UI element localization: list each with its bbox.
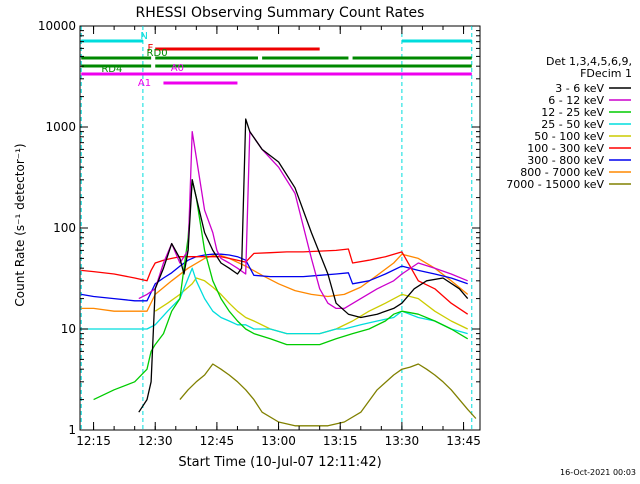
legend-title-0: Det 1,3,4,5,6,9, bbox=[546, 55, 632, 68]
series-line-0 bbox=[138, 118, 469, 413]
y-tick-label-3: 1000 bbox=[45, 120, 76, 134]
legend-label-8: 7000 - 15000 keV bbox=[506, 178, 604, 191]
series-line-3 bbox=[81, 267, 468, 335]
attenuator-label-0: N bbox=[140, 31, 147, 42]
timestamp: 16-Oct-2021 00:03 bbox=[560, 468, 636, 477]
legend-label-0: 3 - 6 keV bbox=[555, 82, 604, 95]
chart-title: RHESSI Observing Summary Count Rates bbox=[136, 5, 425, 21]
y-tick-label-1: 10 bbox=[61, 322, 76, 336]
x-tick-label-6: 13:45 bbox=[446, 434, 481, 448]
attenuator-markers bbox=[80, 26, 473, 430]
series-line-8 bbox=[179, 363, 477, 427]
x-tick-label-1: 12:30 bbox=[138, 434, 173, 448]
series-layer bbox=[81, 118, 477, 427]
legend-label-5: 100 - 300 keV bbox=[527, 142, 604, 155]
series-line-5 bbox=[81, 248, 469, 315]
axes: 12:15 12:30 12:45 13:00 13:15 13:30 13:45 1 10 10… bbox=[38, 19, 481, 448]
attenuator-label-5: A1 bbox=[138, 78, 151, 89]
attenuator-label-3: RD4 bbox=[101, 64, 122, 75]
legend-label-2: 12 - 25 keV bbox=[541, 106, 604, 119]
legend-label-1: 6 - 12 keV bbox=[548, 94, 604, 107]
legend-label-4: 50 - 100 keV bbox=[534, 130, 604, 143]
x-tick-label-2: 12:45 bbox=[200, 434, 235, 448]
y-tick-label-4: 10000 bbox=[38, 19, 76, 33]
y-tick-label-2: 100 bbox=[53, 221, 76, 235]
series-line-2 bbox=[93, 179, 469, 401]
x-tick-label-0: 12:15 bbox=[76, 434, 111, 448]
attenuator-label-4: A0 bbox=[171, 63, 184, 74]
legend-label-6: 300 - 800 keV bbox=[527, 154, 604, 167]
y-axis-label: Count Rate (s⁻¹ detector⁻¹) bbox=[13, 143, 27, 306]
series-line-7 bbox=[81, 253, 469, 312]
series-line-4 bbox=[154, 277, 468, 335]
attenuator-label-2: RD0 bbox=[147, 48, 168, 59]
y-tick-label-0: 1 bbox=[68, 423, 76, 437]
x-tick-label-5: 13:30 bbox=[385, 434, 420, 448]
legend-label-3: 25 - 50 keV bbox=[541, 118, 604, 131]
series-line-1 bbox=[138, 130, 468, 310]
x-axis-label: Start Time (10-Jul-07 12:11:42) bbox=[178, 455, 381, 470]
x-tick-label-3: 13:00 bbox=[261, 434, 296, 448]
legend-label-7: 800 - 7000 keV bbox=[520, 166, 604, 179]
x-tick-label-4: 13:15 bbox=[323, 434, 358, 448]
attenuator-label-1: F bbox=[147, 43, 153, 54]
legend-title-1: FDecim 1 bbox=[580, 67, 632, 80]
